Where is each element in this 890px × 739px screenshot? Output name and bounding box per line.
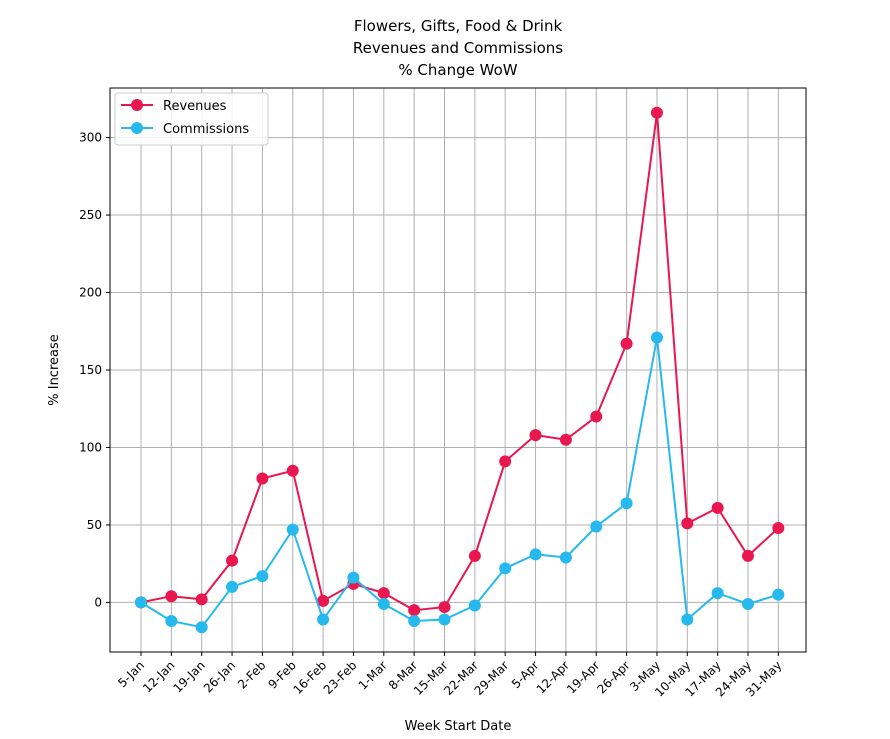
x-tick-label: 19-Apr: [564, 658, 602, 696]
data-point-revenues: [681, 517, 694, 530]
data-point-revenues: [256, 472, 269, 485]
y-tick-label: 250: [79, 208, 102, 222]
data-point-revenues: [226, 554, 239, 567]
data-point-commissions: [195, 621, 208, 634]
data-point-commissions: [408, 615, 421, 628]
x-axis-label: Week Start Date: [405, 719, 512, 734]
x-tick-label: 19-Jan: [171, 658, 208, 695]
data-point-revenues: [499, 455, 512, 468]
y-tick-label: 100: [79, 440, 102, 454]
plot-frame: [109, 87, 807, 653]
chart-title-line-3: % Change WoW: [398, 61, 517, 79]
data-point-revenues: [438, 601, 451, 614]
data-point-revenues: [165, 590, 178, 603]
data-point-commissions: [499, 562, 512, 575]
x-tick-label: 29-Mar: [472, 658, 512, 698]
y-tick-label: 300: [79, 131, 102, 145]
series-group: [135, 106, 785, 634]
y-tick-label: 50: [87, 518, 102, 532]
chart-title-line-1: Flowers, Gifts, Food & Drink: [354, 17, 563, 35]
data-point-commissions: [711, 587, 724, 600]
series-line-commissions: [140, 337, 779, 629]
data-point-commissions: [590, 520, 603, 533]
data-point-revenues: [377, 587, 390, 600]
data-point-revenues: [650, 106, 663, 119]
data-point-revenues: [559, 433, 572, 446]
data-point-revenues: [590, 410, 603, 423]
y-ticks: 0 50 100 150 200 250 300: [79, 131, 110, 609]
data-point-commissions: [529, 548, 542, 561]
data-point-commissions: [286, 523, 299, 536]
x-tick-label: 26-Jan: [201, 658, 238, 695]
y-tick-label: 150: [79, 363, 102, 377]
data-point-revenues: [468, 549, 481, 562]
data-point-revenues: [620, 337, 633, 350]
x-tick-label: 23-Feb: [321, 658, 360, 697]
x-ticks: 5-Jan12-Jan19-Jan26-Jan2-Feb9-Feb16-Feb2…: [115, 652, 784, 700]
data-point-commissions: [438, 613, 451, 626]
data-point-commissions: [620, 497, 633, 510]
data-point-revenues: [742, 549, 754, 562]
x-tick-label: 1-Mar: [356, 658, 390, 692]
data-point-commissions: [772, 588, 785, 601]
legend-label-commissions: Commissions: [163, 122, 249, 137]
x-tick-label: 12-Apr: [534, 658, 572, 696]
data-point-commissions: [226, 580, 239, 593]
series-line-revenues: [140, 112, 780, 612]
x-tick-label: 12-Jan: [140, 658, 177, 695]
data-point-commissions: [650, 331, 663, 344]
data-point-commissions: [347, 571, 360, 584]
data-point-revenues: [711, 501, 724, 514]
data-point-revenues: [772, 522, 785, 535]
data-point-revenues: [195, 593, 208, 606]
data-point-commissions: [468, 599, 481, 612]
data-point-commissions: [256, 570, 269, 583]
legend-box: [114, 92, 269, 146]
data-point-commissions: [317, 613, 330, 626]
data-point-revenues: [529, 429, 542, 442]
data-point-commissions: [559, 551, 572, 564]
data-point-commissions: [377, 597, 390, 610]
y-axis-label: % Increase: [47, 334, 62, 406]
legend-marker-commissions: [131, 122, 143, 134]
y-tick-label: 0: [94, 595, 102, 609]
data-point-commissions: [135, 596, 147, 609]
data-point-revenues: [408, 604, 421, 617]
data-point-commissions: [742, 597, 754, 610]
data-point-revenues: [286, 464, 299, 477]
chart-title-line-2: Revenues and Commissions: [353, 39, 563, 57]
data-point-commissions: [681, 613, 694, 626]
legend-label-revenues: Revenues: [163, 99, 227, 114]
data-point-revenues: [317, 594, 330, 607]
grid: [110, 88, 806, 652]
x-tick-label: 26-Apr: [594, 658, 632, 696]
data-point-commissions: [165, 615, 178, 628]
x-tick-label: 2-Feb: [235, 658, 268, 691]
y-tick-label: 200: [79, 286, 102, 300]
legend-marker-revenues: [131, 99, 143, 111]
x-tick-label: 16-Feb: [290, 658, 329, 697]
legend: Revenues Commissions: [114, 92, 269, 146]
